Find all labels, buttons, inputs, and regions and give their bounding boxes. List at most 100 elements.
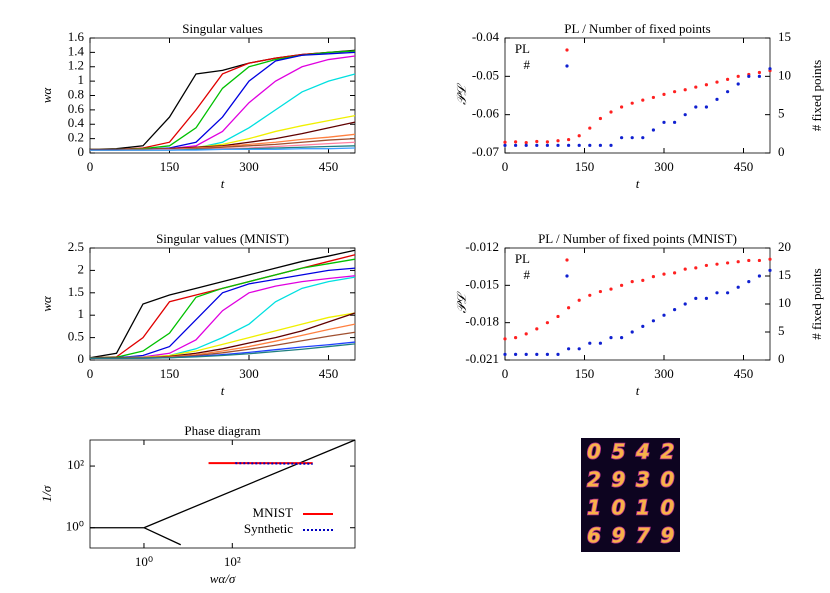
digit: 6 (587, 524, 601, 548)
legend-marker (565, 64, 569, 68)
x-tick-label: 0 (87, 159, 94, 174)
x-tick-label: 450 (734, 366, 754, 381)
point (588, 126, 592, 130)
x-tick-label: 150 (575, 366, 595, 381)
point (641, 136, 645, 140)
point (514, 143, 518, 147)
point (630, 330, 634, 334)
point (514, 352, 518, 356)
x-axis-label: t (636, 383, 640, 398)
point (524, 352, 528, 356)
point (545, 140, 550, 144)
y2-tick-label: 15 (778, 29, 791, 44)
point (683, 88, 687, 92)
point (651, 95, 656, 100)
point (620, 136, 624, 140)
x-tick-label: 0 (87, 366, 94, 381)
digit: 0 (612, 496, 626, 520)
y2-axis-label: # fixed points (809, 60, 824, 132)
digit: 5 (612, 440, 626, 464)
y-axis-label: 𝒫ℒ (454, 291, 469, 313)
series-line (90, 51, 356, 151)
point (514, 140, 518, 144)
y2-tick-label: 20 (778, 239, 791, 254)
chart-title: PL / Number of fixed points (564, 21, 710, 36)
point (535, 327, 539, 331)
point (514, 336, 518, 340)
point (598, 341, 603, 345)
chart-title: Phase diagram (184, 423, 260, 438)
y-tick-label: -0.05 (472, 67, 499, 82)
point (630, 136, 634, 140)
point (726, 90, 730, 94)
y2-axis-label: # fixed points (809, 268, 824, 340)
point (577, 347, 581, 351)
x-tick-label: 0 (502, 159, 509, 174)
y2-tick-label: 10 (778, 67, 791, 82)
digit: 1 (636, 496, 650, 520)
y2-tick-label: 5 (778, 106, 785, 121)
series-line (235, 462, 313, 465)
point (736, 82, 740, 86)
point (651, 275, 656, 279)
y2-tick-label: 5 (778, 323, 785, 338)
legend-label: PL (515, 41, 530, 56)
y-axis-label: wα (39, 87, 54, 104)
digit-image (581, 438, 680, 552)
digit: 4 (635, 440, 650, 464)
point (736, 260, 740, 264)
point (545, 321, 550, 325)
point (609, 287, 613, 291)
point (641, 278, 645, 282)
point (757, 258, 762, 263)
point (556, 352, 560, 356)
point (768, 257, 772, 261)
chart-title: Singular values (MNIST) (156, 231, 289, 246)
point (757, 274, 762, 278)
y2-tick-label: 15 (778, 267, 791, 282)
series-line (89, 49, 356, 151)
point (768, 67, 772, 71)
point (662, 92, 666, 96)
point (630, 101, 634, 105)
x-tick-label: 450 (319, 159, 339, 174)
point (567, 347, 571, 351)
y-tick-label: 1.2 (68, 58, 84, 73)
point (747, 280, 751, 284)
x-axis-label: t (221, 383, 225, 398)
point (620, 336, 624, 340)
series-line (90, 267, 356, 359)
y-tick-label: 0.4 (68, 115, 85, 130)
point (683, 113, 687, 117)
x-tick-label: 300 (239, 159, 259, 174)
y2-tick-label: 0 (778, 144, 785, 159)
point (524, 332, 528, 336)
series-line (89, 254, 356, 359)
point (694, 105, 698, 109)
point (704, 263, 709, 268)
point (641, 324, 645, 328)
y-tick-label: -0.06 (472, 106, 500, 121)
point (694, 296, 698, 300)
legend-marker (565, 258, 569, 262)
x-tick-label: 10⁰ (135, 554, 153, 569)
plot-frame (504, 247, 771, 361)
y-tick-label: 0.5 (68, 329, 84, 344)
y2-tick-label: 0 (778, 351, 785, 366)
x-tick-label: 150 (160, 366, 180, 381)
x-axis-label: t (221, 176, 225, 191)
point (694, 266, 698, 270)
plot-frame (89, 247, 356, 361)
point (715, 291, 719, 295)
digit: 3 (636, 468, 650, 492)
y-tick-label: -0.07 (472, 144, 500, 159)
y-axis-label: wα (39, 295, 54, 312)
x-tick-label: 300 (239, 366, 259, 381)
point (673, 120, 677, 124)
point (609, 110, 613, 114)
y-tick-label: 10² (67, 457, 84, 472)
point (524, 141, 528, 145)
legend-marker (565, 48, 569, 52)
point (757, 70, 762, 75)
point (662, 120, 666, 124)
